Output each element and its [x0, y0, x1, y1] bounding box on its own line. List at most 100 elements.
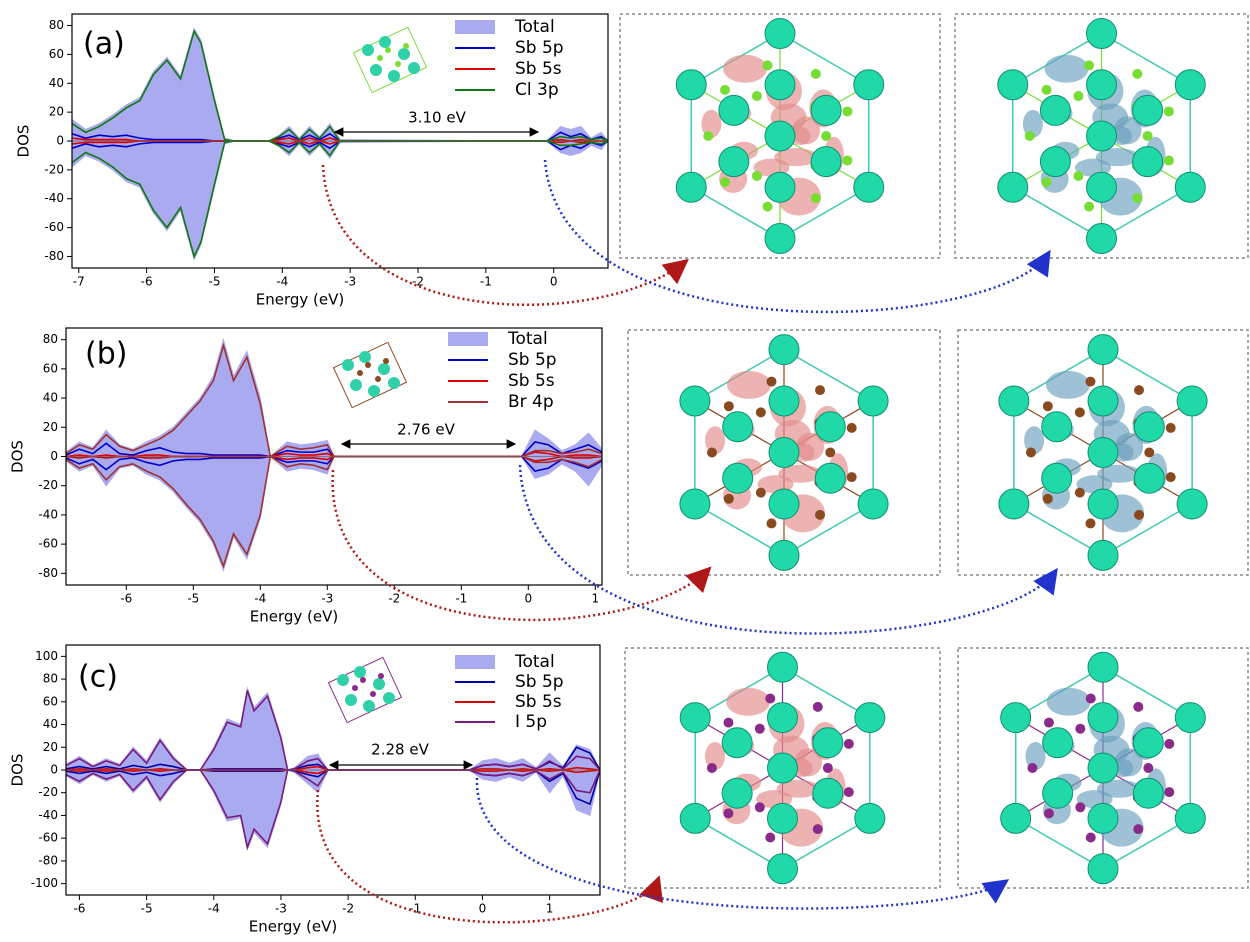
cation: [1088, 438, 1118, 468]
y-tick-label: 20: [43, 740, 58, 754]
ion: [1085, 377, 1095, 387]
dos-line: [66, 770, 600, 847]
cation: [1088, 652, 1118, 682]
cation: [854, 172, 884, 202]
y-tick-label: -60: [44, 220, 64, 234]
y-tick-label: 60: [49, 47, 64, 61]
cation: [855, 703, 885, 733]
y-tick-label: 60: [43, 694, 58, 708]
ion: [1164, 106, 1174, 116]
inset-ion: [377, 55, 383, 61]
cation: [769, 489, 799, 519]
x-tick-label: -4: [254, 592, 266, 606]
panel-label: (c): [78, 660, 118, 695]
y-tick-label: -40: [38, 808, 58, 822]
cation: [1177, 386, 1207, 416]
legend-label: Total: [514, 652, 555, 672]
cation: [1133, 147, 1163, 177]
y-tick-label: 0: [50, 763, 58, 777]
ion: [813, 824, 823, 834]
x-tick-label: -4: [208, 902, 220, 916]
inset-ion: [360, 677, 366, 683]
cation: [813, 778, 843, 808]
ion: [1042, 177, 1052, 187]
inset-ion: [395, 61, 401, 67]
cation: [1088, 489, 1118, 519]
cation: [1040, 95, 1070, 125]
cation: [768, 753, 798, 783]
x-tick-label: -2: [388, 592, 400, 606]
cation: [723, 463, 753, 493]
ion: [1075, 488, 1085, 498]
inset-atom: [337, 674, 349, 686]
cation: [680, 386, 710, 416]
ion: [765, 694, 775, 704]
ion: [825, 448, 835, 458]
x-tick-label: -6: [141, 275, 153, 289]
ion: [1143, 131, 1153, 141]
ion: [1133, 702, 1143, 712]
x-tick-label: 1: [546, 902, 554, 916]
ion: [707, 763, 717, 773]
cation: [768, 854, 798, 884]
y-tick-label: 60: [43, 361, 58, 375]
x-tick-label: 0: [524, 592, 532, 606]
dos-area: [66, 457, 602, 571]
cation: [1177, 489, 1207, 519]
ion: [815, 385, 825, 395]
inset-ion: [370, 691, 376, 697]
ion: [755, 802, 765, 812]
inset-ion: [375, 376, 381, 382]
cation: [1001, 803, 1031, 833]
cation: [811, 95, 841, 125]
x-tick-label: -5: [208, 275, 220, 289]
inset-atom: [362, 44, 374, 56]
ion: [842, 156, 852, 166]
cation: [1133, 778, 1163, 808]
y-tick-label: 20: [43, 420, 58, 434]
cation: [854, 70, 884, 100]
y-tick-label: 40: [43, 717, 58, 731]
cation: [1087, 19, 1117, 49]
ion: [1166, 423, 1176, 433]
x-tick-label: -3: [344, 275, 356, 289]
cation: [999, 489, 1029, 519]
ion: [755, 724, 765, 734]
y-tick-label: -20: [44, 162, 64, 176]
gap-annotation: 2.28 eV: [371, 741, 429, 759]
ion: [1044, 808, 1054, 818]
inset-cell: [354, 27, 427, 92]
cation: [858, 489, 888, 519]
ion: [720, 85, 730, 95]
ion: [815, 510, 825, 520]
inset-atom: [363, 700, 375, 712]
inset-ion: [365, 362, 371, 368]
y-tick-label: -60: [38, 537, 58, 551]
inset-atom: [345, 694, 357, 706]
cation: [769, 540, 799, 570]
ion: [1164, 156, 1174, 166]
ion: [1132, 193, 1142, 203]
y-tick-label: -20: [38, 785, 58, 799]
cation: [1088, 854, 1118, 884]
cation: [769, 386, 799, 416]
inset-atom: [354, 666, 366, 678]
ion: [1084, 202, 1094, 212]
ion: [1026, 448, 1036, 458]
ion: [813, 702, 823, 712]
inset-atom: [359, 351, 371, 363]
ion: [847, 423, 857, 433]
cation: [1175, 172, 1205, 202]
legend-label: Br 4p: [508, 392, 554, 412]
ion: [724, 494, 734, 504]
cation: [1175, 803, 1205, 833]
ion: [842, 106, 852, 116]
ion: [844, 739, 854, 749]
x-tick-label: -6: [120, 592, 132, 606]
panel-label: (a): [83, 27, 125, 62]
cation: [768, 652, 798, 682]
cation: [1040, 147, 1070, 177]
ion: [844, 787, 854, 797]
ion: [1075, 724, 1085, 734]
ion: [765, 832, 775, 842]
